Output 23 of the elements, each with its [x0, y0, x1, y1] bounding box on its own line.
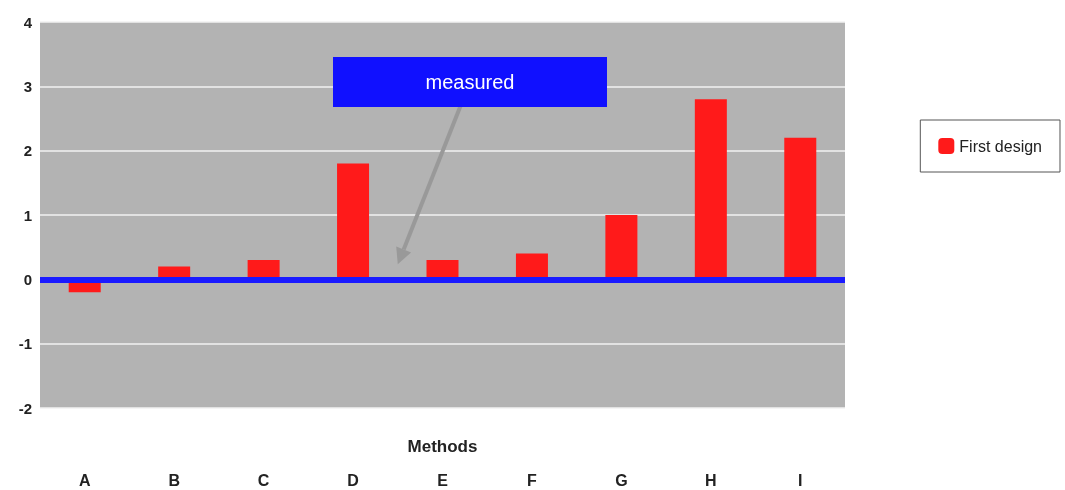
y-tick-label: -1	[18, 335, 32, 353]
y-tick-label: -2	[18, 399, 32, 417]
x-tick-label: A	[78, 471, 91, 489]
callout-box: measured	[333, 57, 607, 107]
x-tick-label: C	[257, 471, 270, 489]
legend-label: First design	[959, 137, 1043, 155]
x-tick-label: D	[347, 471, 359, 489]
x-tick-label: G	[615, 471, 628, 489]
x-tick-label: B	[168, 471, 180, 489]
x-tick-label: I	[798, 471, 803, 489]
bar	[694, 99, 727, 280]
x-tick-label: H	[705, 471, 717, 489]
x-axis-title: Methods	[407, 437, 478, 456]
bar	[605, 215, 638, 280]
y-tick-label: 3	[23, 77, 32, 95]
y-tick-label: 4	[23, 13, 33, 31]
x-tick-label: E	[437, 471, 449, 489]
y-tick-label: 2	[23, 142, 32, 160]
x-tick-label: F	[527, 471, 538, 489]
y-tick-label: 0	[23, 270, 32, 288]
y-tick-label: 1	[23, 206, 32, 224]
bar	[784, 137, 817, 280]
bar	[337, 163, 370, 280]
